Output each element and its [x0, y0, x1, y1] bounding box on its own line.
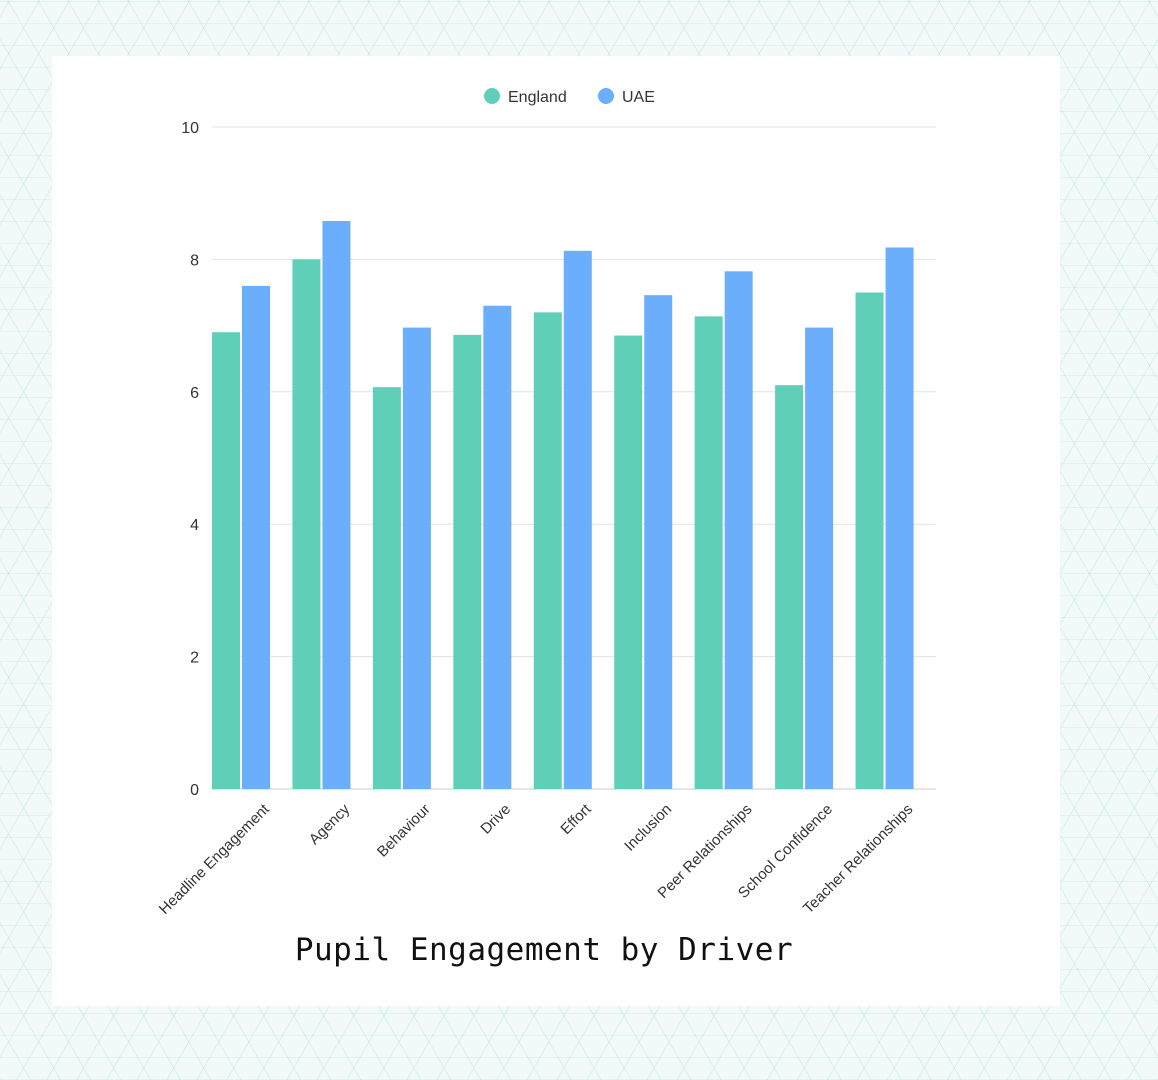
- bar-england-2: [372, 387, 401, 789]
- bar-uae-3: [483, 305, 512, 789]
- bar-uae-0: [242, 285, 270, 789]
- legend-label-uae: UAE: [622, 89, 655, 106]
- bar-uae-1: [322, 221, 351, 789]
- y-tick-label: 0: [190, 782, 199, 799]
- bar-england-6: [694, 316, 723, 789]
- x-tick-label: Agency: [306, 800, 354, 848]
- y-tick-label: 6: [190, 385, 199, 402]
- legend: England UAE: [484, 88, 655, 106]
- bar-england-0: [212, 332, 240, 789]
- bar-england-1: [292, 259, 321, 789]
- bar-uae-7: [805, 327, 834, 789]
- bar-uae-2: [402, 327, 431, 789]
- bar-england-4: [533, 312, 562, 789]
- x-tick-label: Behaviour: [374, 801, 434, 861]
- bar-uae-5: [644, 295, 673, 789]
- x-tick-label: Headline Engagement: [156, 800, 274, 918]
- y-tick-label: 2: [190, 650, 199, 667]
- y-tick-label: 10: [181, 120, 199, 137]
- x-tick-label: Effort: [557, 800, 595, 838]
- y-tick-label: 8: [190, 252, 199, 269]
- chart-title: Pupil Engagement by Driver: [294, 932, 794, 968]
- bar-england-3: [453, 334, 482, 789]
- bar-uae-4: [563, 250, 592, 789]
- bar-uae-6: [724, 271, 753, 789]
- legend-label-england: England: [508, 89, 567, 106]
- bar-england-7: [775, 385, 804, 789]
- bar-england-8: [855, 292, 884, 789]
- bars: [212, 221, 914, 789]
- bar-uae-8: [885, 247, 914, 789]
- y-tick-label: 4: [190, 517, 199, 534]
- x-axis: Headline Engagement Agency Behaviour Drive E…: [156, 800, 917, 918]
- legend-swatch-uae: [598, 88, 614, 104]
- legend-swatch-england: [484, 88, 500, 104]
- x-tick-label: Inclusion: [621, 801, 675, 855]
- bar-england-5: [614, 335, 643, 789]
- x-tick-label: Drive: [477, 801, 514, 838]
- y-axis: 0 2 4 6 8 10: [181, 120, 199, 799]
